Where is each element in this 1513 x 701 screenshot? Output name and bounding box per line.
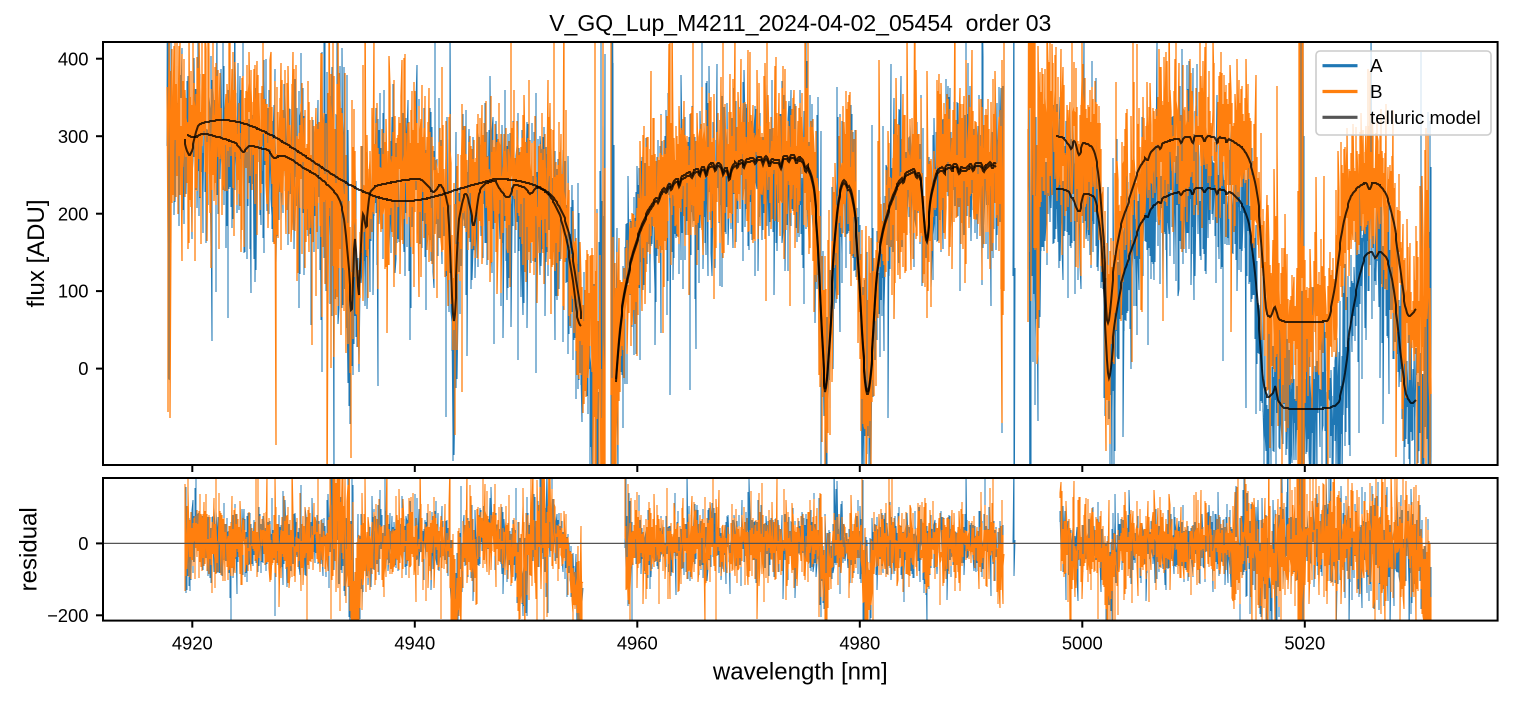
svg-text:A: A	[1370, 55, 1383, 76]
svg-text:wavelength [nm]: wavelength [nm]	[712, 659, 888, 686]
svg-text:4980: 4980	[839, 633, 880, 654]
svg-text:telluric model: telluric model	[1370, 107, 1481, 128]
svg-text:5020: 5020	[1284, 633, 1325, 654]
svg-text:400: 400	[58, 48, 89, 69]
svg-text:flux [ADU]: flux [ADU]	[23, 199, 50, 307]
svg-text:200: 200	[58, 203, 89, 224]
svg-text:4960: 4960	[617, 633, 658, 654]
svg-text:−200: −200	[47, 605, 88, 626]
svg-text:5000: 5000	[1062, 633, 1103, 654]
svg-text:residual: residual	[16, 507, 43, 591]
svg-text:B: B	[1370, 81, 1383, 102]
svg-text:4920: 4920	[172, 633, 213, 654]
svg-text:4940: 4940	[394, 633, 435, 654]
svg-text:0: 0	[78, 358, 88, 379]
svg-text:100: 100	[58, 281, 89, 302]
svg-text:0: 0	[78, 533, 88, 554]
svg-text:V_GQ_Lup_M4211_2024-04-02_0545: V_GQ_Lup_M4211_2024-04-02_05454 order 03	[549, 10, 1051, 36]
svg-text:300: 300	[58, 126, 89, 147]
